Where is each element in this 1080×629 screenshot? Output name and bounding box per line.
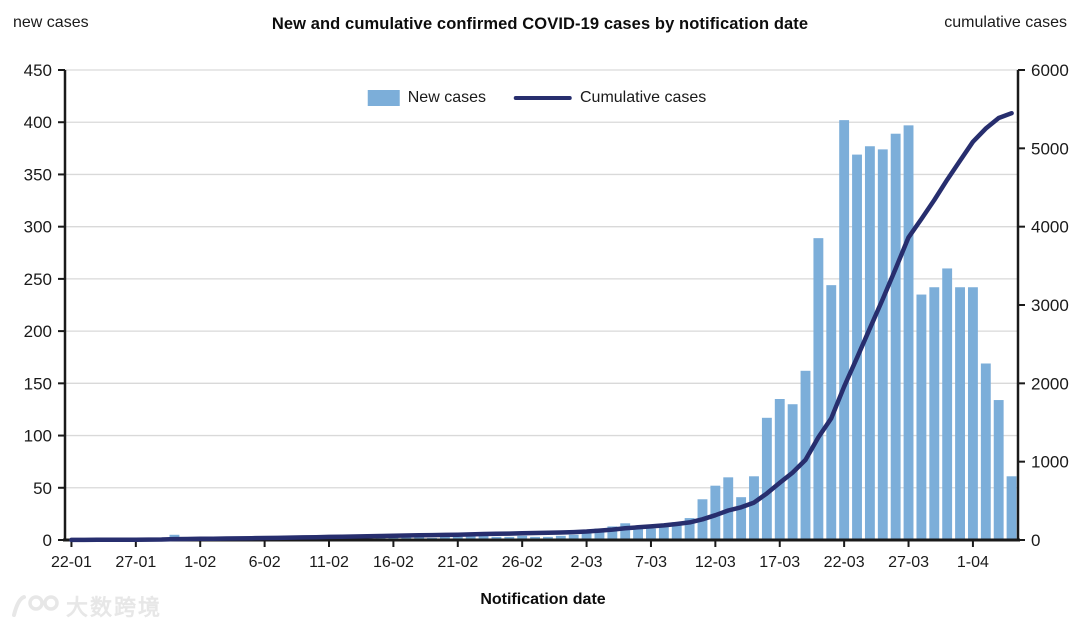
cumulative-line: [69, 110, 1014, 543]
new-cases-bar: [890, 133, 901, 540]
new-cases-bar: [401, 536, 412, 540]
x-tick-label: 1-02: [184, 554, 216, 571]
legend-new-cases-label: New cases: [407, 89, 486, 106]
new-cases-bar: [684, 518, 695, 540]
new-cases-bar: [1006, 476, 1017, 540]
new-cases-bar: [993, 400, 1004, 540]
cumulative-line-swatch-icon: [513, 95, 572, 101]
new-cases-bar: [439, 536, 450, 540]
chart-title: New and cumulative confirmed COVID-19 ca…: [271, 15, 809, 33]
right-axis-title: cumulative cases: [944, 14, 1067, 31]
new-cases-bar: [903, 125, 914, 540]
new-cases-bar: [633, 526, 644, 540]
watermark: 大数跨境: [8, 590, 162, 622]
new-cases-swatch-icon: [367, 90, 400, 106]
new-cases-bar: [555, 535, 566, 540]
y-left-tick-label: 50: [33, 479, 52, 498]
new-cases-bar: [980, 363, 991, 540]
y-left-tick-label: 450: [24, 61, 52, 80]
new-cases-bar: [568, 534, 579, 540]
new-cases-bar: [581, 531, 592, 540]
new-cases-bar: [543, 536, 553, 540]
new-cases-bar: [530, 536, 540, 540]
new-cases-bar: [646, 528, 656, 540]
new-cases-bar: [813, 238, 824, 540]
x-tick-label: 16-02: [373, 554, 414, 571]
new-cases-bar: [852, 154, 862, 540]
x-tick-label: 7-03: [635, 554, 667, 571]
new-cases-bar: [942, 268, 953, 540]
y-right-tick-label: 4000: [1031, 218, 1069, 237]
legend-cumulative-label: Cumulative cases: [579, 89, 707, 106]
x-tick-label: 26-02: [502, 554, 543, 571]
y-right-tick-label: 1000: [1031, 453, 1069, 472]
x-tick-label: 27-03: [888, 554, 929, 571]
y-right-tick-label: 5000: [1031, 139, 1069, 158]
y-left-tick-label: 400: [24, 113, 52, 132]
x-axis-title: Notification date: [480, 591, 606, 608]
y-left-tick-label: 0: [43, 531, 52, 550]
new-cases-bar: [761, 417, 772, 540]
new-cases-bar: [774, 399, 785, 540]
y-right-tick-label: 6000: [1031, 61, 1069, 80]
x-tick-label: 27-01: [115, 554, 156, 571]
new-cases-bar: [594, 528, 605, 540]
x-tick-label: 17-03: [759, 554, 800, 571]
x-tick-label: 11-02: [309, 554, 349, 571]
new-cases-bar: [839, 120, 850, 540]
new-cases-bar: [929, 287, 940, 540]
new-cases-bar: [478, 535, 489, 540]
watermark-text: 大数跨境: [66, 595, 163, 620]
x-tick-label: 1-04: [957, 554, 989, 571]
x-tick-label: 12-03: [695, 554, 736, 571]
y-left-tick-label: 350: [24, 165, 52, 184]
new-cases-bar: [658, 525, 669, 540]
x-tick-label: 2-03: [571, 554, 603, 571]
new-cases-bar: [465, 535, 476, 540]
new-cases-bar: [749, 476, 759, 540]
new-cases-bar: [736, 497, 747, 540]
new-cases-bar: [877, 149, 888, 540]
x-tick-label: 21-02: [437, 554, 478, 571]
y-right-tick-label: 0: [1031, 531, 1040, 550]
legend-item-new-cases: New cases: [367, 89, 486, 107]
new-cases-bar: [607, 526, 618, 540]
y-left-tick-label: 150: [24, 374, 52, 393]
y-left-tick-label: 100: [24, 427, 52, 446]
y-right-tick-label: 3000: [1031, 296, 1069, 315]
new-cases-bar: [916, 294, 927, 540]
new-cases-bar: [491, 536, 502, 540]
y-left-tick-label: 250: [24, 270, 52, 289]
x-tick-label: 22-03: [824, 554, 865, 571]
new-cases-bar: [375, 536, 386, 540]
new-cases-bar: [504, 536, 515, 540]
x-tick-label: 6-02: [249, 554, 281, 571]
new-cases-bar: [620, 523, 631, 540]
new-cases-bar: [955, 287, 965, 540]
x-tick-label: 22-01: [51, 554, 92, 571]
y-left-tick-label: 300: [24, 218, 52, 237]
y-left-tick-label: 200: [24, 322, 52, 341]
left-axis-title: new cases: [13, 14, 89, 31]
watermark-logo-icon: [12, 595, 59, 617]
legend-item-cumulative: Cumulative cases: [513, 89, 707, 107]
new-cases-bar: [864, 146, 875, 540]
new-cases-bar: [967, 287, 978, 540]
y-right-tick-label: 2000: [1031, 374, 1069, 393]
new-cases-bar: [414, 536, 425, 540]
new-cases-bar: [452, 536, 463, 540]
new-cases-bar: [517, 535, 528, 540]
new-cases-bar: [388, 536, 399, 540]
new-cases-bar: [671, 522, 682, 540]
chart-legend: New cases Cumulative cases: [367, 89, 707, 107]
